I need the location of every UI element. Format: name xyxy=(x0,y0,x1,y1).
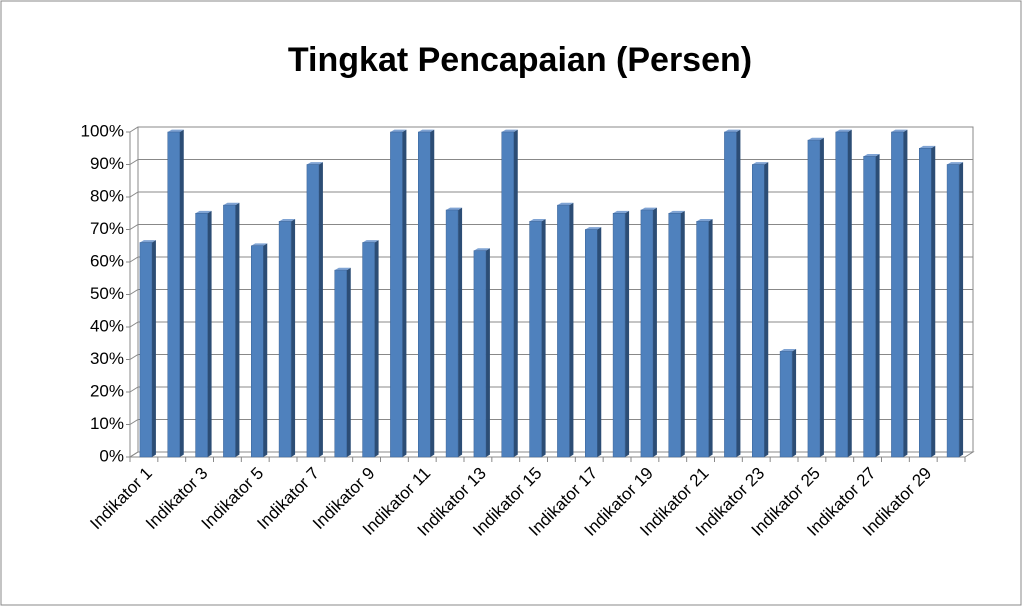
y-tick-label: 100% xyxy=(81,121,124,140)
chart-title: Tingkat Pencapaian (Persen) xyxy=(288,41,752,79)
bar xyxy=(946,162,964,458)
bar xyxy=(195,210,212,458)
y-tick-label: 20% xyxy=(90,381,124,400)
bar xyxy=(696,218,713,458)
grid-line xyxy=(129,256,973,263)
grid-line xyxy=(129,451,973,458)
bar xyxy=(445,207,463,458)
grid-line xyxy=(129,354,973,360)
grid-line xyxy=(129,289,973,295)
grid-line xyxy=(129,321,973,328)
bar xyxy=(724,129,741,458)
bar xyxy=(668,210,685,458)
bar xyxy=(779,348,797,458)
grid-line xyxy=(129,159,973,165)
bar xyxy=(585,227,602,458)
bar xyxy=(362,240,379,458)
y-tick-label: 80% xyxy=(90,186,124,205)
bar xyxy=(835,129,852,458)
bar xyxy=(278,218,296,458)
y-tick-label: 70% xyxy=(90,219,124,238)
bar xyxy=(223,202,240,458)
bar xyxy=(501,129,518,458)
bar xyxy=(557,202,574,458)
bar xyxy=(418,129,435,458)
bar xyxy=(306,162,323,458)
bar xyxy=(863,153,880,458)
bar xyxy=(167,129,184,458)
bar xyxy=(891,129,908,458)
grid-line xyxy=(129,386,973,393)
grid-line xyxy=(129,191,973,198)
y-tick-label: 50% xyxy=(90,284,124,303)
y-tick-label: 60% xyxy=(90,251,124,270)
bar xyxy=(473,248,490,458)
bar xyxy=(807,137,824,458)
bar xyxy=(390,129,407,458)
bar xyxy=(139,240,156,458)
grid-line xyxy=(129,126,973,133)
bar xyxy=(640,207,657,458)
y-tick-label: 90% xyxy=(90,154,124,173)
bar xyxy=(919,145,936,458)
grid-line xyxy=(129,419,973,425)
bar xyxy=(529,218,546,458)
y-tick-label: 30% xyxy=(90,349,124,368)
y-tick-label: 40% xyxy=(90,316,124,335)
bar xyxy=(612,210,630,458)
grid-line xyxy=(129,224,973,230)
y-tick-label: 10% xyxy=(90,414,124,433)
bar xyxy=(752,162,769,458)
y-tick-label: 0% xyxy=(99,446,124,465)
bar xyxy=(334,267,351,458)
bar xyxy=(251,243,268,458)
